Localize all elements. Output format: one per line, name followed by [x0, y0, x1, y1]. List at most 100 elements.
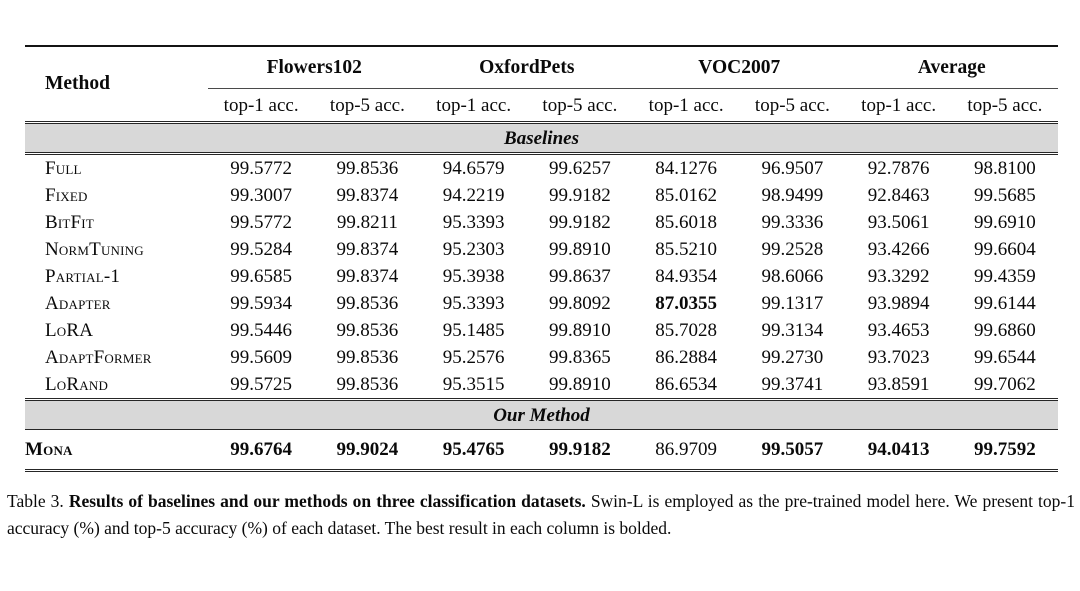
double-rule	[25, 121, 1058, 124]
value-cell: 96.9507	[761, 158, 824, 179]
value-cell: 99.8374	[336, 239, 399, 260]
method-cell: Mona	[25, 429, 208, 470]
caption-text: Swin-L is employed as the pre-trained mo…	[7, 491, 1075, 538]
table-row-mona: Mona 99.6764 99.9024 95.4765 99.9182 86.9709 9…	[25, 429, 1058, 470]
value-cell: 92.8463	[867, 185, 930, 206]
method-cell: LoRA	[45, 320, 94, 341]
table-row-normtuning: NormTuning 99.5284 99.8374 95.2303 99.8910 85…	[25, 236, 1058, 263]
group-header-average: Average	[845, 46, 1058, 89]
value-cell: 84.1276	[655, 158, 717, 179]
subheader-cell: top-5 acc.	[754, 95, 830, 116]
caption-bold-title: Results of baselines and our methods on …	[68, 491, 586, 511]
group-header-oxfordpets: OxfordPets	[420, 46, 633, 89]
double-rule-line	[25, 469, 1058, 472]
value-cell: 93.5061	[867, 212, 930, 233]
value-cell: 93.8591	[867, 374, 930, 395]
section-band-baselines: Baselines	[25, 123, 1058, 153]
value-cell: 99.5446	[230, 320, 292, 341]
value-cell: 99.6910	[974, 212, 1036, 233]
table-row-lora: LoRA 99.5446 99.8536 95.1485 99.8910 85.7028 9…	[25, 317, 1058, 344]
value-cell: 99.8092	[549, 293, 611, 314]
value-cell: 95.2303	[442, 239, 505, 260]
value-cell: 98.8100	[974, 158, 1036, 179]
value-cell: 99.6585	[230, 266, 292, 287]
value-cell: 99.9182	[549, 212, 611, 233]
double-rule	[25, 398, 1058, 401]
value-cell: 99.9182	[526, 429, 633, 470]
value-cell: 99.8910	[549, 320, 611, 341]
value-cell: 99.2730	[761, 347, 824, 368]
value-cell: 99.6860	[974, 320, 1036, 341]
group-header-voc2007: VOC2007	[633, 46, 846, 89]
value-cell: 99.1317	[761, 293, 824, 314]
value-cell: 99.9024	[314, 429, 421, 470]
value-cell: 99.8536	[336, 158, 399, 179]
results-table: Method Flowers102 OxfordPets VOC2007 Ave…	[25, 45, 1058, 472]
value-cell: 94.0413	[845, 429, 952, 470]
table-row-adaptformer: AdaptFormer 99.5609 99.8536 95.2576 99.8365 8…	[25, 344, 1058, 371]
value-cell: 95.2576	[442, 347, 505, 368]
value-cell: 99.5934	[230, 293, 292, 314]
method-cell: NormTuning	[45, 239, 144, 260]
subheader-cell: top-1 acc.	[223, 95, 299, 116]
value-cell: 99.8536	[336, 347, 399, 368]
subheader-cell: top-5 acc.	[542, 95, 618, 116]
value-cell: 93.4266	[867, 239, 930, 260]
group-header-row: Method Flowers102 OxfordPets VOC2007 Ave…	[25, 46, 1058, 94]
value-cell: 86.6534	[655, 374, 717, 395]
value-cell: 95.3393	[442, 212, 505, 233]
section-band-baselines-label: Baselines	[25, 123, 1058, 153]
table-caption: Table 3. Results of baselines and our met…	[7, 488, 1075, 542]
value-cell: 92.7876	[867, 158, 930, 179]
method-column-header: Method	[45, 73, 110, 94]
value-cell: 99.6544	[974, 347, 1036, 368]
value-cell: 99.4359	[974, 266, 1036, 287]
value-cell: 84.9354	[655, 266, 717, 287]
value-cell: 99.8536	[336, 293, 399, 314]
table-body: Baselines Full 99.5772 99.8536 94.6579 99.625…	[25, 121, 1058, 472]
method-cell: Adapter	[45, 293, 111, 314]
value-cell: 99.2528	[761, 239, 824, 260]
method-cell: LoRand	[45, 374, 109, 395]
value-cell: 99.8536	[336, 374, 399, 395]
double-rule-line	[25, 152, 1058, 155]
double-rule	[25, 152, 1058, 155]
subheader-cell: top-5 acc.	[967, 95, 1043, 116]
value-cell: 95.3938	[442, 266, 505, 287]
value-cell: 99.8211	[336, 212, 398, 233]
group-header-flowers102: Flowers102	[208, 46, 421, 89]
table-row-bitfit: BitFit 99.5772 99.8211 95.3393 99.9182 85.601…	[25, 209, 1058, 236]
value-cell: 99.5772	[230, 158, 292, 179]
value-cell: 99.3007	[230, 185, 292, 206]
table-row-adapter: Adapter 99.5934 99.8536 95.3393 99.8092 87.03…	[25, 290, 1058, 317]
value-cell: 99.8910	[549, 374, 611, 395]
subheader-cell: top-1 acc.	[648, 95, 724, 116]
value-cell: 87.0355	[655, 293, 717, 314]
value-cell: 93.9894	[867, 293, 930, 314]
value-cell: 99.7592	[951, 429, 1058, 470]
value-cell: 99.3134	[761, 320, 824, 341]
value-cell: 99.6257	[549, 158, 611, 179]
double-rule-line	[25, 398, 1058, 401]
value-cell: 99.6764	[208, 429, 315, 470]
table-row-partial-1: Partial-1 99.6585 99.8374 95.3938 99.8637 84.…	[25, 263, 1058, 290]
value-cell: 85.7028	[655, 320, 717, 341]
subheader-cell: top-1 acc.	[436, 95, 512, 116]
value-cell: 99.3741	[761, 374, 824, 395]
value-cell: 99.8365	[549, 347, 611, 368]
value-cell: 99.8910	[549, 239, 611, 260]
value-cell: 86.2884	[655, 347, 717, 368]
value-cell: 99.8637	[549, 266, 611, 287]
value-cell: 99.9182	[549, 185, 611, 206]
value-cell: 95.3393	[442, 293, 505, 314]
method-cell: Full	[45, 158, 82, 179]
value-cell: 94.2219	[442, 185, 505, 206]
value-cell: 98.6066	[761, 266, 824, 287]
value-cell: 85.0162	[655, 185, 717, 206]
table-row-lorand: LoRand 99.5725 99.8536 95.3515 99.8910 86.653…	[25, 371, 1058, 399]
value-cell: 99.5685	[974, 185, 1036, 206]
section-band-our-method: Our Method	[25, 400, 1058, 430]
subheader-cell: top-1 acc.	[861, 95, 937, 116]
value-cell: 99.5772	[230, 212, 292, 233]
